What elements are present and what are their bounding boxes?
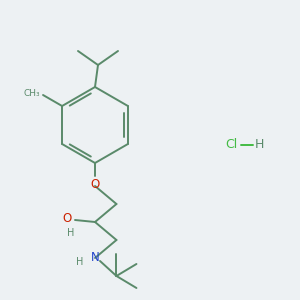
Text: O: O bbox=[63, 212, 72, 226]
Text: N: N bbox=[91, 251, 99, 265]
Text: H: H bbox=[255, 139, 264, 152]
Text: CH₃: CH₃ bbox=[23, 89, 40, 98]
Text: H: H bbox=[67, 228, 75, 238]
Text: H: H bbox=[76, 257, 83, 267]
Text: Cl: Cl bbox=[225, 139, 237, 152]
Text: O: O bbox=[90, 178, 100, 191]
